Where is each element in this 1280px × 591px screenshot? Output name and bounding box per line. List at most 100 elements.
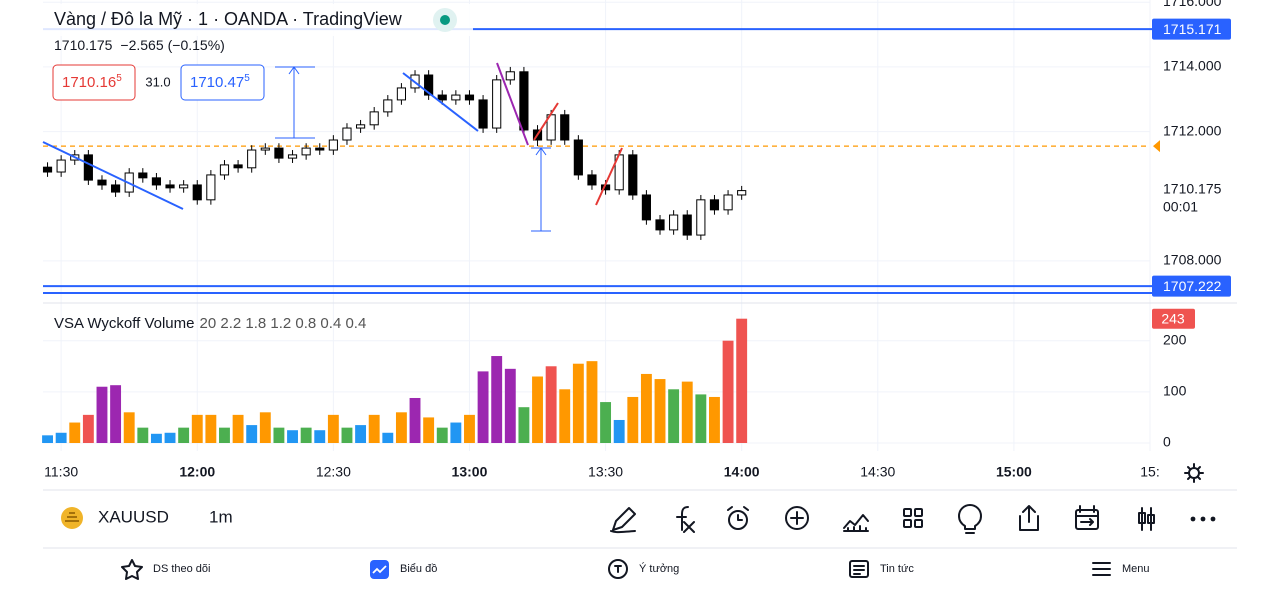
volume-bar — [504, 368, 516, 443]
volume-bar — [545, 366, 557, 443]
candle-body — [737, 190, 747, 196]
buy-pip[interactable]: 5 — [244, 73, 250, 84]
candle-body — [696, 199, 706, 236]
chart-type-button[interactable] — [1141, 507, 1152, 531]
volume-bar — [300, 427, 312, 443]
change-pct: (−0.15%) — [168, 37, 225, 53]
layout-cell[interactable] — [903, 519, 912, 528]
symbol-icon[interactable] — [61, 507, 83, 529]
alert-hands[interactable] — [727, 506, 749, 521]
alert-button[interactable] — [728, 510, 748, 530]
candle-body — [641, 194, 651, 221]
candle-body — [628, 154, 638, 196]
candle-body — [97, 179, 107, 186]
volume-bar — [273, 427, 285, 443]
volume-bar — [55, 432, 67, 443]
candle-body — [83, 154, 93, 181]
share-button[interactable] — [1019, 505, 1039, 531]
layout-cell[interactable] — [914, 508, 923, 517]
nav-chart[interactable]: Biểu đồ — [400, 563, 437, 575]
volume-bar — [586, 361, 598, 443]
layout-cell[interactable] — [914, 519, 923, 528]
volume-bar — [395, 412, 407, 443]
draw-tool[interactable] — [610, 507, 636, 534]
volume-bar — [327, 414, 339, 443]
candle-body — [328, 139, 338, 151]
ideas-nav-mark[interactable] — [614, 565, 622, 573]
watchlist-icon[interactable] — [121, 559, 143, 580]
sell-price[interactable]: 1710.165 — [62, 73, 122, 91]
chart-nav-line[interactable] — [372, 565, 387, 574]
sell-pip[interactable]: 5 — [116, 73, 122, 84]
add-button[interactable] — [785, 506, 809, 530]
buy-button[interactable] — [180, 64, 265, 101]
buy-main[interactable]: 1710.47 — [190, 74, 244, 91]
layout-button[interactable] — [903, 508, 912, 517]
compare-button[interactable] — [843, 514, 869, 532]
candle-icon[interactable] — [1147, 514, 1155, 524]
candle-body — [56, 159, 66, 173]
dot[interactable] — [1190, 516, 1196, 522]
replay-arrows[interactable] — [1075, 505, 1099, 526]
settings-icon[interactable] — [1184, 463, 1204, 483]
x-tick-label: 15:00 — [996, 464, 1032, 480]
dot[interactable] — [1210, 516, 1216, 522]
volume-bar — [572, 363, 584, 443]
indicators-button[interactable] — [676, 506, 695, 533]
interval[interactable]: 1m — [209, 507, 233, 526]
candle-body — [151, 177, 162, 186]
price-tag-label: 1707.222 — [1163, 278, 1222, 294]
volume-bar — [477, 371, 489, 443]
candle-body — [451, 94, 461, 101]
candle-body — [192, 184, 202, 201]
volume-bar — [42, 435, 53, 443]
last-price: 1710.175 — [54, 37, 113, 53]
indicator-params: 20 2.2 1.8 1.2 0.8 0.4 0.4 — [200, 315, 367, 332]
x-tick-label: 13:00 — [452, 464, 488, 480]
candle-icon[interactable] — [1138, 512, 1146, 524]
volume-bar — [464, 414, 475, 443]
candle-body — [424, 74, 434, 96]
nav-ideas[interactable]: Ý tưởng — [639, 562, 679, 575]
nav-menu[interactable]: Menu — [1122, 563, 1150, 575]
buy-price[interactable]: 1710.475 — [190, 73, 250, 91]
volume-bar — [491, 356, 503, 443]
more-button[interactable] — [1190, 516, 1216, 522]
replay-button[interactable] — [1075, 509, 1099, 530]
gold-bars[interactable] — [65, 512, 79, 522]
volume-bar — [559, 389, 571, 443]
news-lines[interactable] — [853, 565, 865, 575]
menu-icon[interactable] — [1092, 562, 1111, 576]
volume-bar — [164, 432, 176, 443]
volume-bar — [69, 422, 81, 443]
volume-bar — [627, 396, 639, 443]
volume-bar — [123, 412, 135, 443]
chart-nav-icon[interactable] — [370, 560, 389, 579]
gear-teeth[interactable] — [1184, 463, 1204, 483]
add-plus[interactable] — [790, 511, 804, 525]
trend-line — [595, 147, 623, 206]
nav-watchlist[interactable]: DS theo dõi — [153, 563, 210, 575]
candle-body — [219, 164, 230, 176]
dot[interactable] — [1200, 516, 1206, 522]
reference-marker — [1153, 140, 1160, 153]
y-tick-label: 1712.000 — [1163, 122, 1222, 138]
volume-bar — [191, 414, 203, 443]
price-tag — [1152, 275, 1231, 297]
trend-line — [42, 141, 184, 210]
volume-bar — [450, 422, 462, 443]
volume-bar — [110, 385, 122, 443]
symbol[interactable]: XAUUSD — [98, 507, 169, 526]
sell-main[interactable]: 1710.16 — [62, 74, 116, 91]
ideas-button[interactable] — [958, 504, 982, 534]
nav-news[interactable]: Tin tức — [880, 563, 914, 575]
x-tick-label: 15: — [1140, 464, 1159, 480]
candle-body — [42, 166, 53, 173]
candle-body — [179, 184, 189, 189]
candle-body — [478, 99, 488, 129]
ideas-nav-icon[interactable] — [608, 559, 628, 579]
sell-button[interactable] — [52, 64, 136, 101]
news-nav-icon[interactable] — [849, 560, 869, 578]
candle-body — [396, 87, 406, 101]
